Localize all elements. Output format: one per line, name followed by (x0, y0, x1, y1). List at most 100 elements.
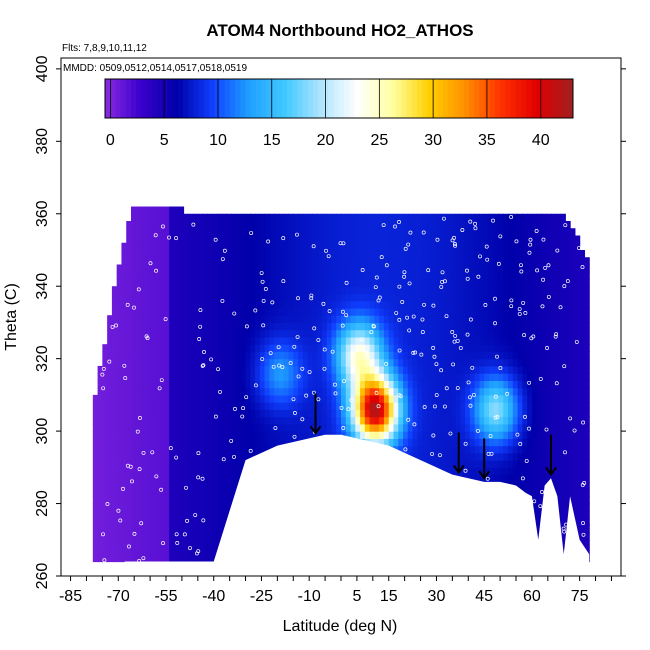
heatmap-cell (173, 228, 180, 237)
heatmap-cell (126, 257, 132, 266)
heatmap-cell (274, 387, 280, 396)
heatmap-cell (450, 380, 457, 389)
heatmap-cell (154, 481, 161, 490)
heatmap-cell (221, 510, 228, 519)
heatmap-cell (131, 467, 137, 476)
heatmap-cell (541, 394, 547, 403)
heatmap-cell (236, 336, 242, 345)
heatmap-cell (336, 373, 342, 381)
heatmap-cell (216, 228, 223, 237)
heatmap-cell (317, 409, 323, 418)
heatmap-cell (536, 474, 543, 483)
heatmap-cell (508, 467, 514, 476)
sample-point (296, 374, 301, 379)
heatmap-cell (250, 322, 256, 331)
heatmap-cell (503, 300, 509, 309)
heatmap-cell (135, 264, 142, 273)
heatmap-cell (183, 452, 189, 461)
heatmap-cell (274, 307, 280, 316)
heatmap-cell (341, 322, 347, 331)
heatmap-cell (527, 228, 533, 237)
heatmap-cell (503, 293, 509, 302)
heatmap-cell (403, 409, 409, 418)
heatmap-cell (159, 257, 166, 266)
heatmap-cell (383, 293, 390, 302)
heatmap-cell (140, 373, 146, 381)
heatmap-cell (493, 300, 500, 309)
heatmap-cell (484, 380, 490, 389)
heatmap-cell (293, 416, 299, 425)
heatmap-cell (183, 329, 189, 338)
heatmap-cell (422, 452, 428, 461)
heatmap-cell (364, 394, 371, 403)
heatmap-cell (527, 344, 533, 353)
heatmap-cell (426, 438, 433, 447)
heatmap-cell (508, 242, 514, 251)
heatmap-cell (398, 293, 404, 302)
heatmap-cell (469, 242, 476, 251)
heatmap-cell (374, 278, 380, 287)
heatmap-cell (450, 416, 457, 425)
heatmap-cell (212, 221, 218, 229)
heatmap-cell (226, 271, 232, 280)
heatmap-cell (240, 242, 247, 251)
heatmap-cell (221, 423, 228, 432)
heatmap-cell (169, 344, 175, 353)
heatmap-cell (307, 228, 313, 237)
heatmap-cell (231, 286, 237, 295)
heatmap-cell (212, 264, 218, 273)
heatmap-cell (102, 423, 108, 432)
heatmap-cell (178, 489, 185, 497)
heatmap-cell (274, 329, 280, 338)
heatmap-cell (107, 380, 113, 389)
heatmap-cell (493, 264, 500, 273)
heatmap-cell (460, 431, 466, 439)
heatmap-cell (565, 416, 571, 425)
heatmap-cell (269, 286, 275, 295)
heatmap-cell (469, 351, 476, 360)
heatmap-cell (465, 344, 471, 353)
heatmap-cell (360, 257, 366, 266)
heatmap-cell (216, 380, 223, 389)
heatmap-cell (584, 300, 590, 309)
heatmap-cell (522, 402, 528, 410)
heatmap-cell (154, 431, 161, 439)
heatmap-cell (465, 409, 471, 418)
heatmap-cell (178, 394, 185, 403)
heatmap-cell (97, 438, 103, 447)
heatmap-cell (555, 467, 562, 476)
heatmap-cell (126, 525, 132, 534)
heatmap-cell (202, 264, 208, 273)
heatmap-cell (193, 518, 199, 526)
heatmap-cell (178, 467, 185, 476)
heatmap-cell (274, 402, 280, 410)
heatmap-cell (293, 322, 299, 331)
heatmap-cell (431, 402, 438, 410)
heatmap-cell (560, 380, 566, 389)
heatmap-cell (173, 496, 180, 505)
heatmap-cell (336, 228, 342, 237)
heatmap-cell (226, 460, 232, 468)
heatmap-cell (236, 438, 242, 447)
heatmap-cell (536, 380, 543, 389)
heatmap-cell (541, 373, 547, 381)
heatmap-cell (236, 358, 242, 367)
heatmap-cell (183, 525, 189, 534)
heatmap-cell (92, 532, 99, 541)
sample-point (580, 265, 585, 270)
heatmap-cell (383, 387, 390, 396)
heatmap-cell (178, 235, 185, 244)
heatmap-cell (436, 365, 442, 374)
heatmap-cell (97, 460, 103, 468)
heatmap-cell (555, 402, 562, 410)
heatmap-cell (417, 315, 423, 324)
heatmap-cell (460, 387, 466, 396)
heatmap-cell (121, 554, 127, 563)
heatmap-cell (479, 431, 485, 439)
heatmap-cell (350, 315, 356, 324)
heatmap-cell (202, 445, 208, 454)
heatmap-cell (479, 373, 485, 381)
heatmap-cell (202, 489, 208, 497)
heatmap-cell (436, 431, 442, 439)
heatmap-cell (183, 387, 189, 396)
